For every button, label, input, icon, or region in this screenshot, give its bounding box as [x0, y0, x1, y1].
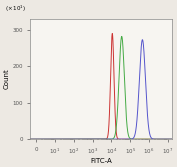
Y-axis label: Count: Count [4, 69, 10, 90]
Text: $(\times\,10^1)$: $(\times\,10^1)$ [5, 4, 26, 14]
X-axis label: FITC-A: FITC-A [90, 157, 112, 163]
